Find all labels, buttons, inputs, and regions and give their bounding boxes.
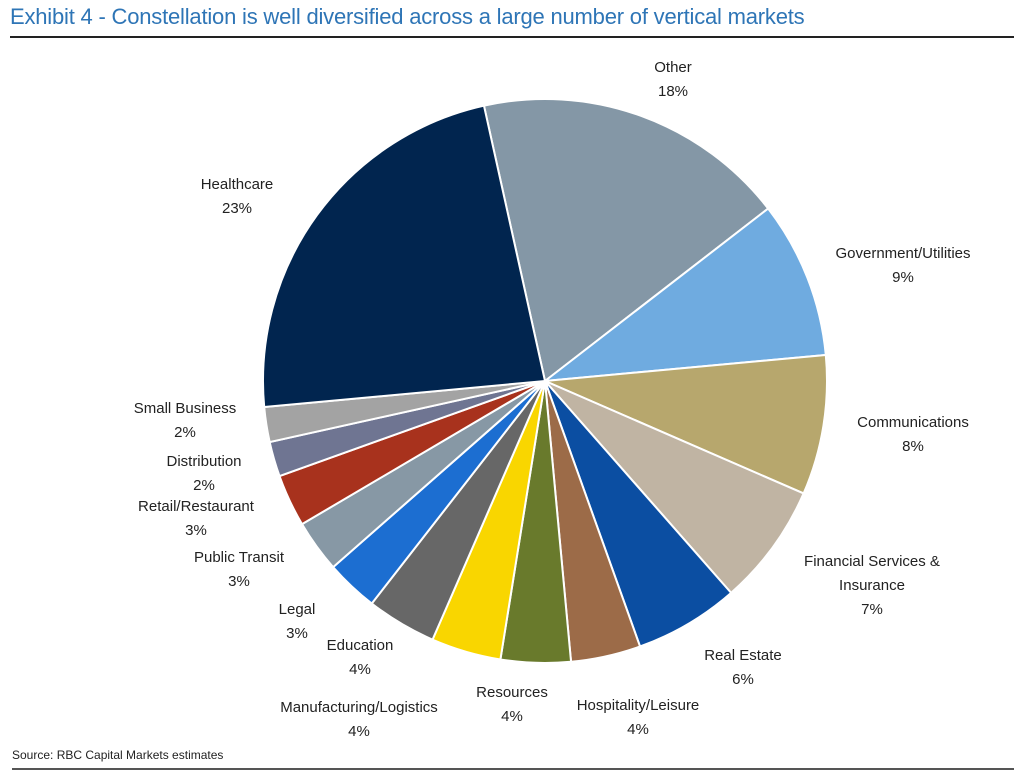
source-note: Source: RBC Capital Markets estimates: [12, 748, 224, 762]
slice-value-label: 3%: [228, 573, 250, 590]
slice-value-label: 8%: [902, 438, 924, 455]
slice-label-name: Healthcare: [200, 176, 274, 193]
slice-label-name: Education: [326, 637, 394, 654]
pie-slice-communications: [544, 353, 828, 495]
slice-value-label: 4%: [349, 661, 371, 678]
slice-label: Financial Services & Insurance 7%: [804, 550, 940, 622]
slice-label-name: Retail/Restaurant: [138, 498, 254, 515]
slice-value-label: 3%: [185, 522, 207, 539]
slice-value-label: 4%: [627, 721, 649, 738]
slice-label: Resources 4%: [476, 681, 548, 729]
slice-value-label: 7%: [861, 601, 883, 618]
slice-value-label: 9%: [892, 269, 914, 286]
pie-slice-healthcare: [262, 104, 547, 409]
slice-label: Retail/Restaurant 3%: [138, 495, 254, 543]
slice-value-label: 3%: [286, 625, 308, 642]
slice-label: Hospitality/Leisure 4%: [577, 694, 700, 742]
slice-value-label: 23%: [221, 200, 253, 217]
slice-label: Education 4%: [327, 634, 394, 682]
slice-label: Government/Utilities 9%: [835, 242, 970, 290]
slice-label-name: Communications: [857, 414, 969, 431]
slice-label: Small Business 2%: [134, 397, 237, 445]
slice-label-name: Hospitality/Leisure: [576, 697, 700, 714]
slice-value-label: 6%: [732, 671, 754, 688]
slice-value-label: 2%: [174, 424, 196, 441]
slice-label-name: Government/Utilities: [835, 245, 971, 262]
slice-label-name: Real Estate: [704, 647, 782, 664]
footer-divider: [12, 768, 1014, 770]
slice-label: Other 18%: [654, 56, 692, 104]
slice-value-label: 2%: [193, 477, 215, 494]
pie-slice-other: [482, 98, 770, 383]
slice-value-label: 18%: [657, 83, 689, 100]
slice-label-name: Public Transit: [193, 549, 285, 566]
slice-value-label: 4%: [348, 723, 370, 740]
pie-slice-government-utilities: [541, 207, 827, 383]
slice-label-name: Other: [654, 59, 692, 76]
slice-label-name: Financial Services &: [804, 553, 940, 570]
slice-label: Communications 8%: [857, 411, 969, 459]
pie-slice-financial-services-insurance: [544, 380, 805, 595]
chart-title: Exhibit 4 - Constellation is well divers…: [10, 4, 805, 29]
slice-label: Public Transit 3%: [194, 546, 284, 594]
slice-value-label: 4%: [501, 708, 523, 725]
slice-label-name: Resources: [476, 684, 548, 701]
slice-label: Manufacturing/Logistics 4%: [280, 696, 438, 744]
slice-label: Real Estate 6%: [704, 644, 782, 692]
slice-label-name: Small Business: [133, 400, 237, 417]
title-divider: [10, 36, 1014, 38]
slice-label: Legal 3%: [279, 598, 316, 646]
slice-label-name: Distribution: [166, 453, 242, 470]
slice-label: Healthcare 23%: [201, 173, 274, 221]
slice-label: Distribution 2%: [166, 450, 241, 498]
slice-label-name: Insurance: [839, 577, 905, 594]
slice-label-name: Legal: [278, 601, 316, 618]
slice-label-name: Manufacturing/Logistics: [280, 699, 438, 716]
